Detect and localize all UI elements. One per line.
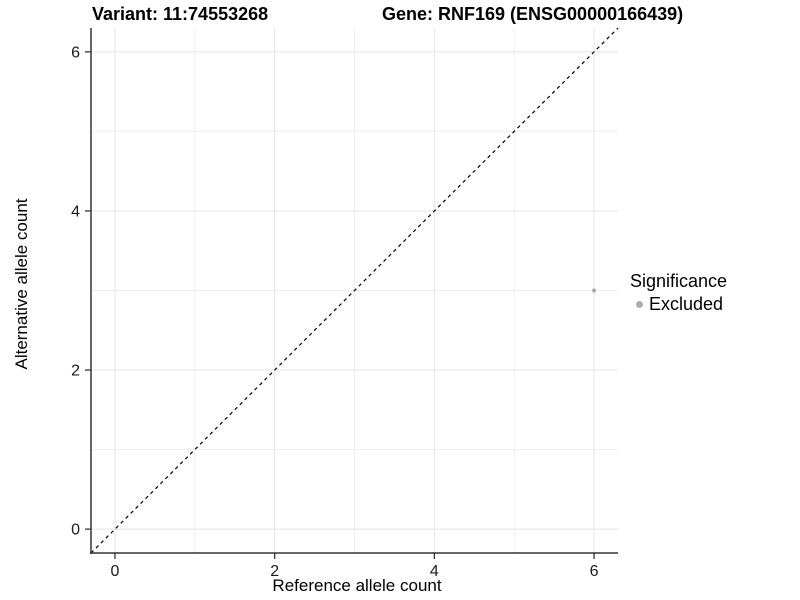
- y-axis-label: Alternative allele count: [12, 198, 31, 370]
- legend-items: Excluded: [630, 294, 727, 315]
- identity-reference-line: [90, 27, 619, 554]
- y-tick-label: 0: [71, 522, 80, 539]
- x-tick-label: 0: [111, 563, 120, 580]
- legend-title: Significance: [630, 271, 728, 291]
- y-tick-label: 2: [71, 363, 80, 380]
- x-tick-label: 2: [270, 563, 279, 580]
- legend-marker-icon: [636, 301, 643, 308]
- variant-title: Variant: 11:74553268: [92, 4, 269, 24]
- data-point: [592, 288, 597, 293]
- legend: Significance Excluded: [630, 271, 727, 315]
- y-tick-label: 4: [71, 203, 80, 220]
- x-axis-label: Reference allele count: [272, 576, 442, 595]
- x-tick-label: 6: [590, 563, 599, 580]
- gene-title: Gene: RNF169 (ENSG00000166439): [382, 4, 684, 24]
- legend-item-label: Excluded: [649, 294, 724, 314]
- x-tick-label: 4: [430, 563, 439, 580]
- legend-item: Excluded: [630, 294, 727, 315]
- y-tick-label: 6: [71, 44, 80, 61]
